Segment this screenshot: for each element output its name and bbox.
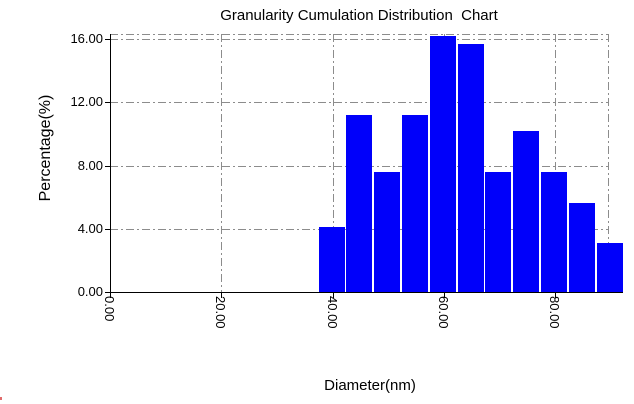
- x-tick-label: 0.00: [102, 296, 117, 322]
- y-tick-label: 0.00: [77, 284, 103, 299]
- bar: [319, 227, 345, 292]
- y-tick-label: 8.00: [77, 157, 103, 173]
- x-tick: [110, 293, 111, 298]
- y-tick: [105, 165, 110, 167]
- y-tick-label: 12.00: [70, 94, 103, 110]
- y-tick-label: 16.00: [70, 31, 103, 46]
- y-axis-title: Percentage(%): [37, 94, 54, 202]
- y-tick: [105, 102, 110, 104]
- x-tick-label: 20.00: [213, 296, 229, 329]
- y-gridline: [110, 39, 608, 40]
- bar: [569, 203, 595, 292]
- y-tick: [105, 292, 110, 293]
- x-gridline: [332, 34, 334, 292]
- x-axis-title: Diameter(nm): [324, 377, 416, 394]
- y-tick: [105, 228, 110, 230]
- y-gridline: [110, 102, 608, 104]
- x-gridline: [221, 34, 223, 292]
- x-tick-label: 80.00: [547, 296, 562, 329]
- x-axis-line: [110, 292, 623, 293]
- plot-frame-top: [110, 34, 608, 35]
- x-tick: [221, 293, 223, 298]
- y-tick: [105, 39, 110, 40]
- bar: [430, 36, 456, 292]
- bar: [541, 172, 567, 292]
- x-gridline: [555, 34, 556, 292]
- bar: [597, 243, 623, 292]
- stray-red-pixel-artifact: [0, 397, 2, 400]
- x-tick: [555, 293, 556, 298]
- y-tick-label: 4.00: [77, 220, 103, 236]
- x-tick-label: 40.00: [324, 296, 340, 329]
- bar: [513, 131, 539, 292]
- chart-title: Granularity Cumulation Distribution Char…: [220, 7, 498, 24]
- bar: [458, 44, 484, 292]
- bar: [374, 172, 400, 292]
- x-tick: [332, 293, 334, 298]
- x-tick: [443, 293, 445, 298]
- bar: [346, 115, 372, 292]
- plot-frame-right: [608, 34, 609, 292]
- bar: [485, 172, 511, 292]
- y-axis-line: [110, 34, 111, 292]
- x-tick-label: 60.00: [435, 296, 451, 329]
- bar: [402, 115, 428, 292]
